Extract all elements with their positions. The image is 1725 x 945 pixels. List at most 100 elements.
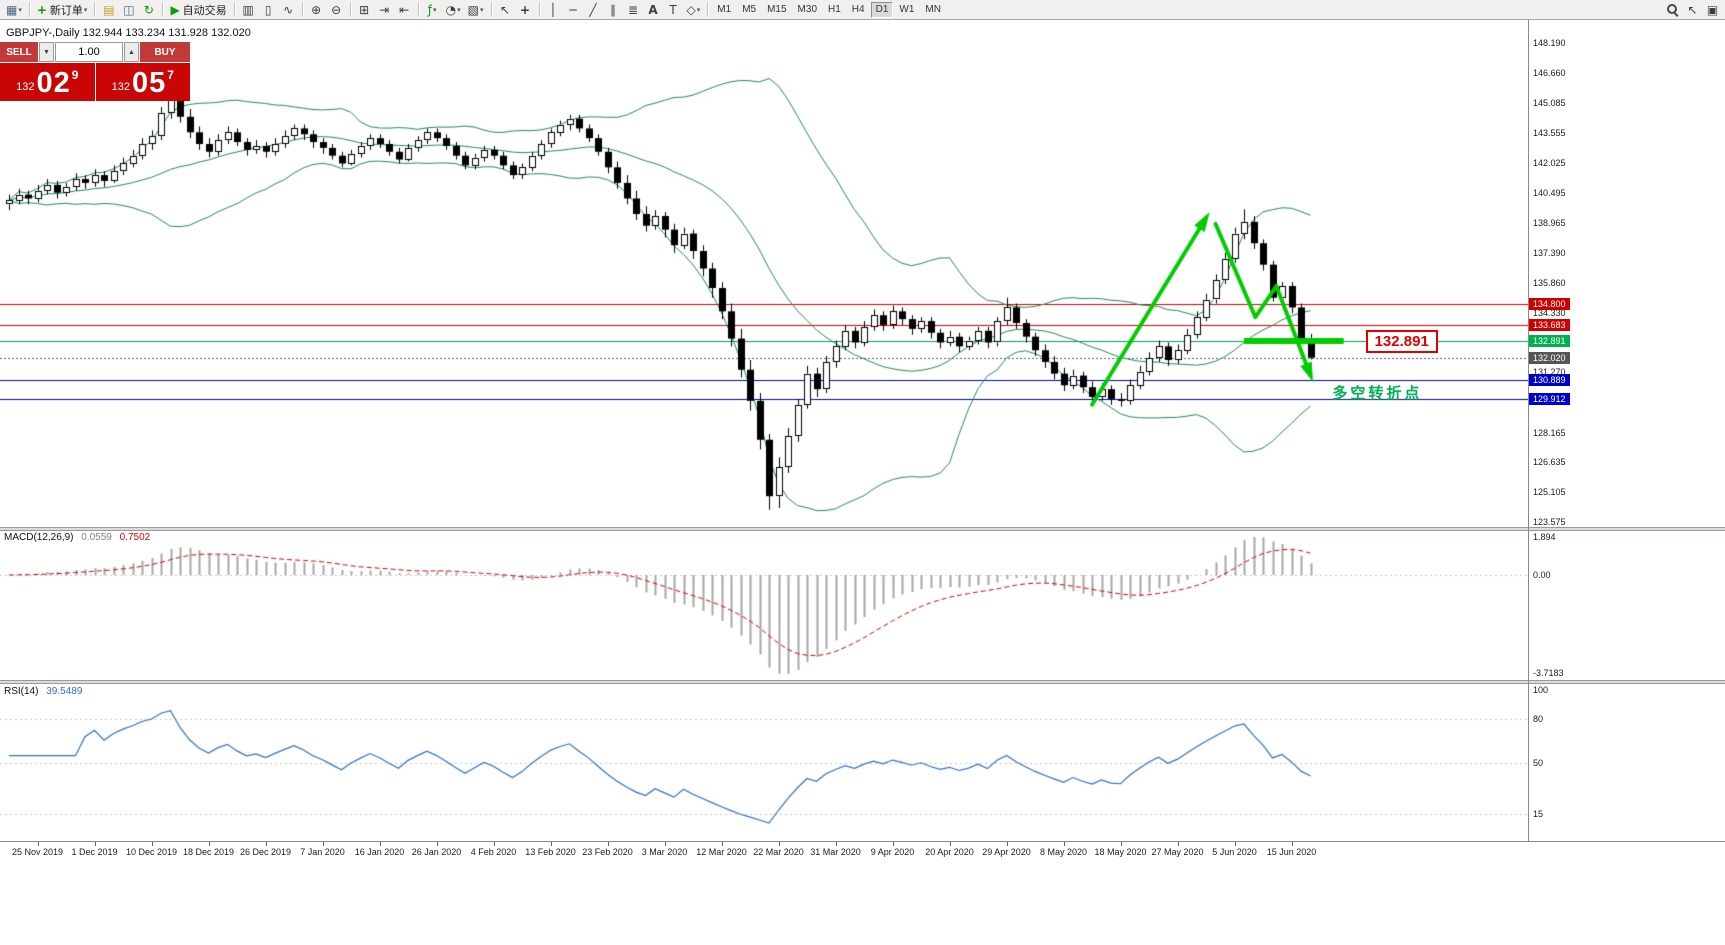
horizontal-line-icon[interactable]: ─ — [564, 1, 583, 19]
refresh-icon[interactable]: ↻ — [139, 1, 158, 19]
periods-icon-glyph: ◔ — [445, 2, 457, 17]
rsi-axis-label: 50 — [1533, 758, 1544, 768]
timeframe-d1[interactable]: D1 — [870, 1, 894, 18]
price-chart-canvas[interactable] — [0, 20, 1528, 527]
chevron-down-icon: ▾ — [18, 5, 22, 14]
rsi-name: RSI(14) — [4, 686, 39, 697]
volume-input[interactable] — [55, 42, 123, 62]
time-axis-label: 18 Dec 2019 — [182, 847, 235, 857]
time-axis-label: 1 Dec 2019 — [71, 847, 118, 857]
fibonacci-icon[interactable]: ≣ — [624, 1, 643, 19]
zoom-in-icon[interactable]: ⊕ — [307, 1, 326, 19]
time-axis-border — [0, 841, 1725, 842]
panel-separator[interactable] — [0, 680, 1725, 684]
line-chart-icon[interactable]: ∿ — [279, 1, 298, 19]
rsi-chart-canvas[interactable] — [0, 684, 1528, 841]
time-axis-tick — [208, 842, 210, 846]
timeframe-m1[interactable]: M1 — [712, 2, 736, 18]
panel-separator[interactable] — [0, 527, 1725, 531]
market-watch-icon[interactable]: ◫ — [119, 1, 138, 19]
toolbar-separator — [301, 2, 303, 17]
chart-shift-icon[interactable]: ⇤ — [395, 1, 414, 19]
rsi-axis-label: 100 — [1533, 685, 1549, 695]
chart-profile-icon[interactable]: ▤ — [99, 1, 118, 19]
chart-window-icon-glyph: ▦ — [6, 2, 18, 17]
new-order-button[interactable]: + 新订单 ▾ — [34, 1, 91, 19]
search-icon[interactable] — [1663, 1, 1682, 19]
periods-icon[interactable]: ◔ ▾ — [443, 1, 464, 19]
pointer-icon[interactable]: ↖ — [1683, 1, 1702, 19]
chart-window-icon[interactable]: ▦ ▾ — [3, 1, 25, 19]
timeframe-w1[interactable]: W1 — [894, 2, 919, 18]
crosshair-icon[interactable]: + — [516, 1, 535, 19]
zoom-out-icon[interactable]: ⊖ — [327, 1, 346, 19]
cursor-icon[interactable]: ↖ — [496, 1, 515, 19]
popup-prices-icon[interactable]: ▣ — [1703, 1, 1722, 19]
chart-ohlc-title: GBPJPY-,Daily 132.944 133.234 131.928 13… — [6, 27, 251, 39]
auto-scroll-icon-glyph: ⇥ — [379, 2, 390, 17]
time-axis-tick — [265, 842, 267, 846]
price-callout[interactable]: 132.891 — [1365, 329, 1438, 353]
one-click-trading-panel: SELL ▼ ▲ BUY 132 02 9 132 05 7 — [0, 42, 190, 101]
price-tag: 134.800 — [1529, 297, 1570, 310]
time-axis-label: 16 Jan 2020 — [354, 847, 405, 857]
turning-point-annotation[interactable]: 多空转折点 — [1332, 385, 1423, 403]
buy-button[interactable]: BUY — [140, 42, 190, 62]
auto-trading-button[interactable]: ▶ 自动交易 — [167, 1, 229, 19]
channel-icon[interactable]: ∥ — [604, 1, 623, 19]
vertical-line-icon-glyph: │ — [549, 2, 557, 17]
timeframe-m5[interactable]: M5 — [737, 2, 761, 18]
toolbar-separator — [538, 2, 540, 17]
timeframe-m15[interactable]: M15 — [762, 2, 791, 18]
timeframe-m30[interactable]: M30 — [793, 2, 822, 18]
macd-axis-label: -3.7183 — [1533, 668, 1564, 678]
shapes-icon[interactable]: ◇ ▾ — [684, 1, 704, 19]
new-order-button-glyph: + — [36, 2, 47, 17]
time-axis-tick — [94, 842, 96, 846]
price-tag: 132.020 — [1529, 351, 1570, 364]
auto-scroll-icon[interactable]: ⇥ — [375, 1, 394, 19]
time-axis-label: 9 Apr 2020 — [870, 847, 915, 857]
shapes-icon-glyph: ◇ — [686, 2, 696, 17]
buy-price-display[interactable]: 132 05 7 — [95, 63, 190, 101]
time-axis-tick — [949, 842, 951, 846]
time-axis-label: 31 Mar 2020 — [810, 847, 861, 857]
toolbar-separator — [28, 2, 30, 17]
timeframe-h1[interactable]: H1 — [823, 2, 846, 18]
label-icon[interactable]: T — [664, 1, 683, 19]
chart-shift-icon-glyph: ⇤ — [399, 2, 410, 17]
toolbar-separator — [490, 2, 492, 17]
time-axis-label: 7 Jan 2020 — [300, 847, 345, 857]
time-axis-label: 8 May 2020 — [1039, 847, 1088, 857]
toolbar-separator — [162, 2, 164, 17]
trendline-icon[interactable]: ╱ — [584, 1, 603, 19]
templates-icon[interactable]: ▧ ▾ — [465, 1, 487, 19]
macd-axis-label: 0.00 — [1533, 569, 1551, 580]
rsi-value: 39.5489 — [46, 686, 83, 697]
buy-price-pip: 7 — [167, 68, 174, 82]
price-axis-label: 131.270 — [1533, 367, 1566, 378]
timeframe-h4[interactable]: H4 — [847, 2, 870, 18]
volume-decrease-button[interactable]: ▼ — [39, 42, 54, 62]
candlestick-icon[interactable]: ▯ — [259, 1, 278, 19]
time-axis-label: 15 Jun 2020 — [1266, 847, 1317, 857]
macd-chart-canvas[interactable] — [0, 531, 1528, 680]
toolbar-separator — [707, 2, 709, 17]
tile-windows-icon[interactable]: ⊞ — [355, 1, 374, 19]
templates-icon-glyph: ▧ — [467, 2, 480, 17]
vertical-line-icon[interactable]: │ — [544, 1, 563, 19]
magnifier-glyph — [1667, 4, 1678, 15]
timeframe-mn[interactable]: MN — [920, 2, 946, 18]
sell-button[interactable]: SELL — [0, 42, 38, 62]
volume-increase-button[interactable]: ▲ — [124, 42, 139, 62]
price-axis-label: 123.575 — [1533, 517, 1566, 527]
text-icon[interactable]: A — [644, 1, 663, 19]
bar-chart-icon[interactable]: ▥ — [239, 1, 258, 19]
time-axis-label: 13 Feb 2020 — [525, 847, 576, 857]
indicators-icon[interactable]: ƒ ▾ — [423, 1, 442, 19]
sell-price-display[interactable]: 132 02 9 — [0, 63, 95, 101]
channel-icon-glyph: ∥ — [610, 2, 617, 17]
price-axis-label: 137.390 — [1533, 248, 1566, 259]
pointer-icon-glyph: ↖ — [1687, 2, 1698, 17]
